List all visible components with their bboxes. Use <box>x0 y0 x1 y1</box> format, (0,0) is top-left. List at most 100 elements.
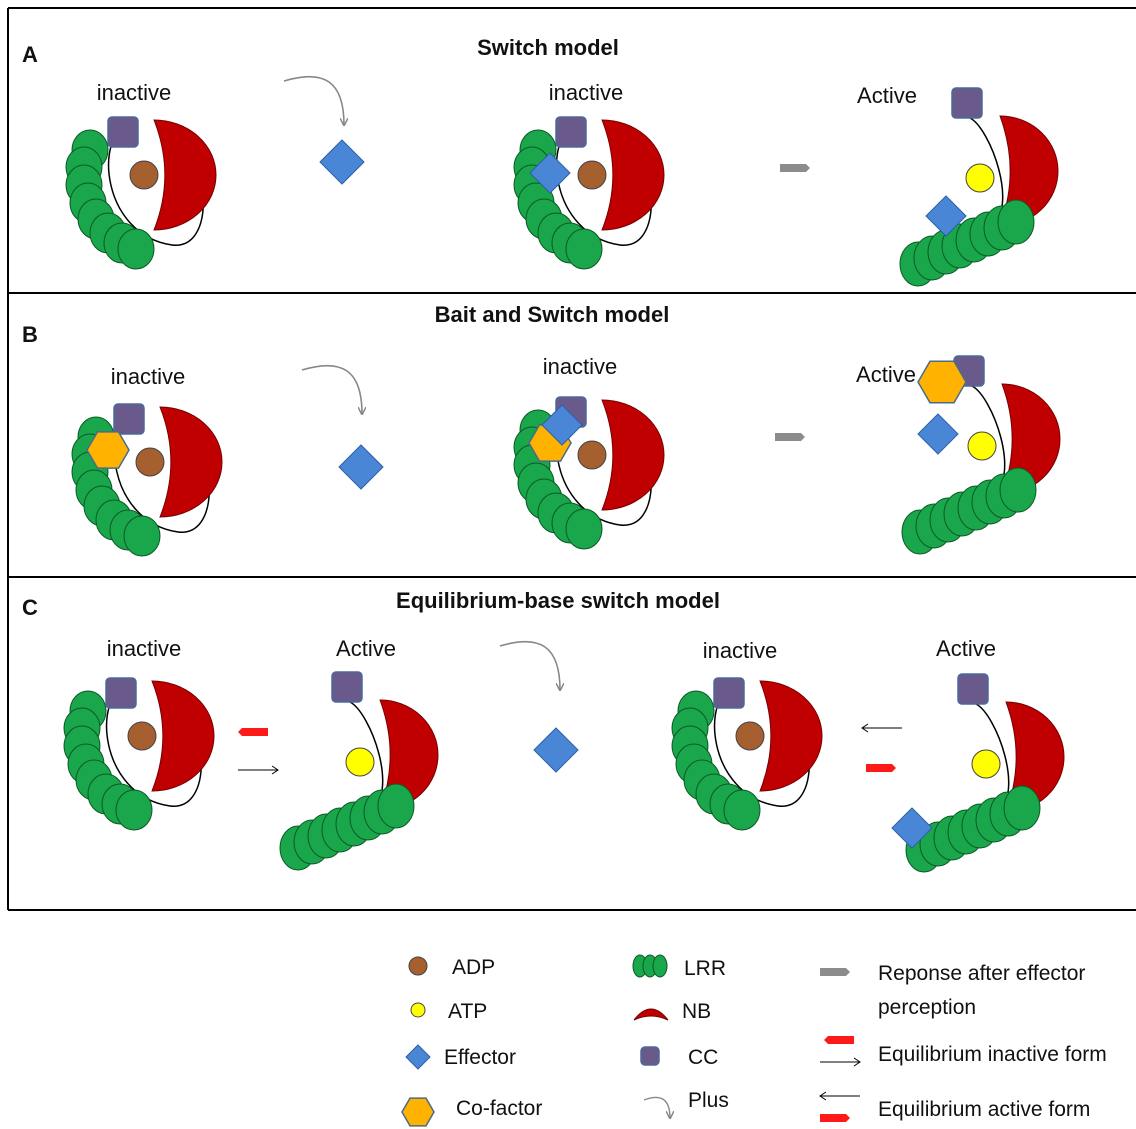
panel-a-label-3: Active <box>857 83 917 108</box>
panel-b-inactive-nlr-cofactor <box>86 431 130 469</box>
panel-b-bound-nlr-nb <box>601 399 665 511</box>
panel-b-free-effector <box>338 444 384 490</box>
panel-b-response-arrow-shape <box>775 425 805 449</box>
panel-b-inactive-nlr-adp <box>135 447 165 477</box>
panel-b-active-nlr-cofactor <box>917 360 967 404</box>
legend-response-label-line1: Reponse after effector <box>878 962 1085 985</box>
legend-nb-label: NB <box>682 1000 711 1023</box>
panel-c-active-nlr-1 <box>279 671 439 871</box>
legend-effector-icon <box>405 1044 431 1070</box>
panel-c-label-2: Active <box>336 636 396 661</box>
panel-c-free-effector-diamond <box>533 727 579 773</box>
panel-b-label-2: inactive <box>543 354 618 379</box>
legend-adp-icon <box>408 956 428 976</box>
panel-b-inactive-nlr-lrr-segment-8 <box>123 515 161 557</box>
panel-c-eq-inactive-red-arrow <box>238 720 268 744</box>
panel-b-bound-nlr-adp <box>577 440 607 470</box>
panel-b-inactive-nlr <box>71 403 223 557</box>
legend-response-arrow-shape <box>820 960 850 984</box>
panel-a-active-nlr-lrr-segment-8 <box>997 199 1035 245</box>
panel-b-bound-nlr-lrr-segment-8 <box>565 508 603 550</box>
legend-adp-label: ADP <box>452 956 495 979</box>
legend-eq-active-red-arrow-shape <box>820 1106 850 1129</box>
legend-response-arrow <box>820 960 850 984</box>
panel-b-free-effector-diamond <box>338 444 384 490</box>
panel-c-inactive-nlr-2-adp <box>735 721 765 751</box>
panel-a-active-nlr-effector <box>925 195 967 237</box>
panel-a-bound-nlr-lrr-segment-8 <box>565 228 603 270</box>
panel-a-active-nlr-atp <box>965 163 995 193</box>
legend-eq-active-label: Equilibrium active form <box>878 1098 1090 1121</box>
panel-c-thin-arrow-left-head <box>861 723 869 733</box>
panel-b-plus-arrow-path <box>301 364 362 414</box>
panel-a-response-arrow-shape <box>780 156 810 180</box>
panel-a-inactive-nlr-adp <box>129 160 159 190</box>
panel-c-active-nlr-2-effector <box>891 807 933 849</box>
panel-a-plus-arrow-path <box>283 75 344 125</box>
panel-c-active-nlr-2 <box>891 673 1065 873</box>
legend-atp-label: ATP <box>448 1000 487 1023</box>
panel-c-active-nlr-1-lrr-segment-8 <box>377 783 415 829</box>
panel-a-label-2: inactive <box>549 80 624 105</box>
panel-c-label-1: inactive <box>107 636 182 661</box>
panel-b-active-nlr-lrr-segment-8 <box>999 467 1037 513</box>
panel-b-active-nlr-effector <box>917 413 959 455</box>
panel-c-active-nlr-2-cc <box>957 673 989 705</box>
panel-c-active-nlr-1-atp <box>345 747 375 777</box>
panel-c-active-nlr-2-atp <box>971 749 1001 779</box>
panel-b-letter: B <box>22 322 38 347</box>
panel-b-plus-arrow <box>301 364 362 414</box>
legend-effector-label: Effector <box>444 1046 516 1069</box>
panel-c-eq-inactive-red-arrow-shape <box>238 720 268 744</box>
panel-a-bound-nlr-cc <box>555 116 587 148</box>
legend-eq-inactive-label: Equilibrium inactive form <box>878 1043 1107 1066</box>
panel-c-active-nlr-2-lrr-segment-8 <box>1003 785 1041 831</box>
panel-a-bound-nlr <box>513 116 665 270</box>
panel-c-free-effector <box>533 727 579 773</box>
panel-c-inactive-nlr-1-nb <box>151 680 215 792</box>
legend-eq-inactive-thin-arrow-head <box>853 1057 861 1067</box>
legend-eq-active-red-arrow <box>820 1106 850 1129</box>
panel-a-inactive-nlr <box>65 116 217 270</box>
panel-a-label-1: inactive <box>97 80 172 105</box>
legend-response-label-line2: perception <box>878 996 976 1019</box>
panel-a-bound-nlr-adp <box>577 160 607 190</box>
panel-a-free-effector <box>319 139 365 185</box>
legend-eq-active-thin-arrow-head <box>819 1091 827 1101</box>
panel-b-inactive-nlr-cc <box>113 403 145 435</box>
panel-c-inactive-nlr-1 <box>63 677 215 831</box>
panel-b-response-arrow <box>775 425 805 449</box>
panel-a-bound-nlr-effector <box>529 152 571 194</box>
panel-a-free-effector-diamond <box>319 139 365 185</box>
panel-a-letter: A <box>22 42 38 67</box>
panel-c-inactive-nlr-1-adp <box>127 721 157 751</box>
panel-c-inactive-nlr-2-cc <box>713 677 745 709</box>
panel-a-title: Switch model <box>477 35 619 60</box>
legend-plus-icon <box>643 1096 670 1118</box>
panel-c-letter: C <box>22 595 38 620</box>
legend-cc-label: CC <box>688 1046 718 1069</box>
panel-b-bound-nlr <box>513 396 665 550</box>
legend-eq-inactive-red-arrow <box>824 1028 854 1052</box>
panel-b-label-3: Active <box>856 362 916 387</box>
legend-cc-icon <box>640 1046 660 1066</box>
legend-plus-label: Plus <box>688 1089 729 1112</box>
legend-lrr-label: LRR <box>684 957 726 980</box>
legend-eq-inactive-red-arrow-shape <box>824 1028 854 1052</box>
panel-c-thin-arrow-left <box>861 723 902 733</box>
panel-a-active-nlr-cc <box>951 87 983 119</box>
legend-eq-active-thin-arrow <box>819 1091 860 1101</box>
protein-glyphs <box>63 75 1065 1129</box>
panel-c-inactive-nlr-1-cc <box>105 677 137 709</box>
panel-b-bound-nlr-effector <box>541 404 583 446</box>
panel-b-label-1: inactive <box>111 364 186 389</box>
panel-a-response-arrow <box>780 156 810 180</box>
panel-c-title: Equilibrium-base switch model <box>396 588 720 613</box>
panel-b-active-nlr <box>901 355 1061 555</box>
panel-c-inactive-nlr-2-nb <box>759 680 823 792</box>
legend-eq-inactive-thin-arrow <box>820 1057 861 1067</box>
legend-cofactor-icon <box>401 1097 435 1127</box>
panel-c-thin-arrow-right <box>238 765 279 775</box>
panel-c-inactive-nlr-1-lrr-segment-8 <box>115 789 153 831</box>
